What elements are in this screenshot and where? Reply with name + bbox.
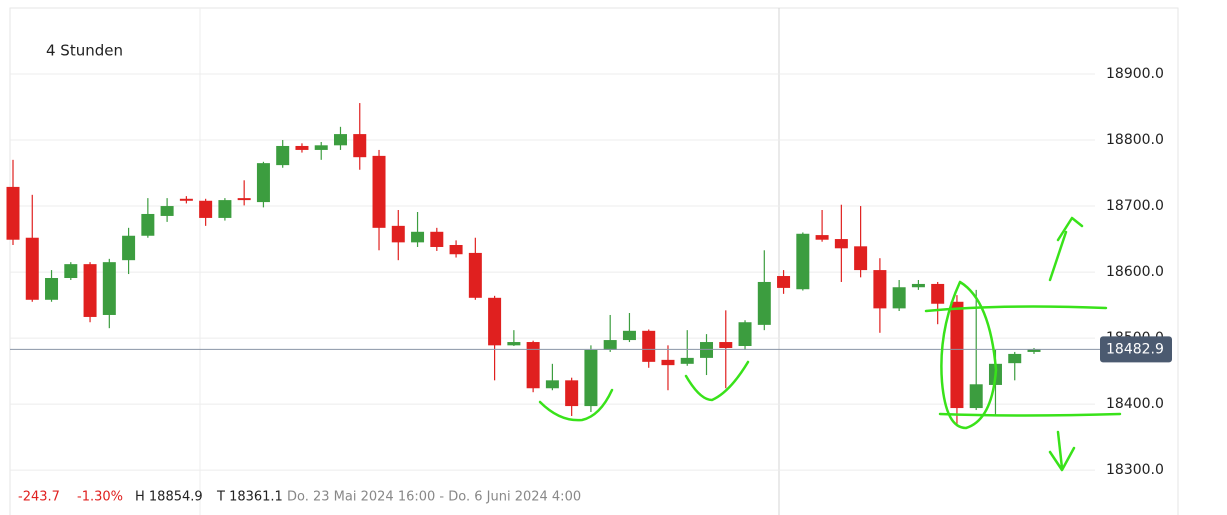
annotation: [940, 280, 998, 430]
candle-body: [64, 264, 78, 279]
candle-body: [237, 198, 251, 201]
candle-body: [391, 225, 405, 243]
candle-body: [950, 301, 964, 409]
candle-body: [160, 206, 174, 216]
y-tick-label: 18600.0: [1106, 264, 1164, 280]
candle-body: [680, 357, 694, 364]
candle-body: [179, 198, 193, 201]
candle-body: [545, 380, 559, 389]
last-price-label: 18482.9: [1106, 341, 1164, 357]
candle-body: [141, 213, 155, 236]
candle-body: [353, 134, 367, 158]
candle-body: [411, 231, 425, 243]
change-pct: -1.30%: [77, 490, 123, 505]
candle-body: [468, 252, 482, 298]
candle-body: [796, 233, 810, 290]
candle-body: [218, 200, 232, 218]
low-info: T 18361.1: [216, 490, 283, 505]
last-price-tag: [1100, 336, 1172, 363]
candle-body: [969, 384, 983, 409]
y-tick-label: 18700.0: [1106, 198, 1164, 214]
candle-body: [931, 283, 945, 304]
candle-body: [892, 287, 906, 309]
candle-body: [295, 145, 309, 150]
candle-body: [256, 163, 270, 203]
y-tick-label: 18400.0: [1106, 396, 1164, 412]
candle-body: [584, 349, 598, 407]
candle-body: [911, 283, 925, 288]
candle-body: [314, 145, 328, 150]
annotation: [938, 412, 1122, 417]
candle-body: [122, 235, 136, 261]
candle-body: [488, 297, 502, 346]
y-tick-label: 18900.0: [1106, 66, 1164, 82]
candle-body: [102, 262, 116, 315]
annotation: [1048, 216, 1084, 282]
chart-frame: [9, 7, 1179, 515]
candle-body: [25, 237, 39, 300]
candle-body: [603, 340, 617, 350]
change: -243.7: [18, 490, 60, 505]
candle-body: [6, 186, 20, 240]
candle-body: [1027, 349, 1041, 352]
annotation: [538, 388, 614, 422]
candle-body: [507, 342, 521, 346]
annotation: [1048, 430, 1076, 472]
candle-body: [526, 342, 540, 389]
candle-body: [777, 276, 791, 288]
candle-body: [642, 330, 656, 362]
annotation: [684, 360, 750, 402]
candle-body: [199, 200, 213, 218]
y-tick-label: 18300.0: [1106, 462, 1164, 478]
candle-body: [834, 239, 848, 249]
candle-body: [873, 270, 887, 309]
candle-body: [719, 342, 733, 348]
candle-body: [83, 264, 97, 317]
candle-body: [45, 278, 59, 300]
candle-body: [622, 330, 636, 341]
annotations: [538, 216, 1122, 472]
date-range: Do. 23 Mai 2024 16:00 - Do. 6 Juni 2024 …: [287, 490, 581, 505]
candle-body: [661, 359, 675, 366]
high-info: H 18854.9: [135, 490, 203, 505]
candle-body: [854, 246, 868, 271]
candle-body: [276, 145, 290, 166]
plot: 18300.018400.018500.018600.018700.018800…: [6, 66, 1172, 478]
candle-body: [815, 235, 829, 240]
candle-body: [372, 155, 386, 228]
y-tick-label: 18800.0: [1106, 132, 1164, 148]
candle-body: [333, 134, 347, 146]
candle-body: [738, 322, 752, 346]
candle-body: [430, 231, 444, 247]
candle-body: [757, 281, 771, 325]
chart-title: 4 Stunden: [46, 42, 123, 60]
candle-body: [1008, 353, 1022, 364]
candle-body: [700, 342, 714, 358]
candle-body: [565, 380, 579, 407]
annotation: [924, 305, 1108, 313]
candle-body: [449, 244, 463, 255]
